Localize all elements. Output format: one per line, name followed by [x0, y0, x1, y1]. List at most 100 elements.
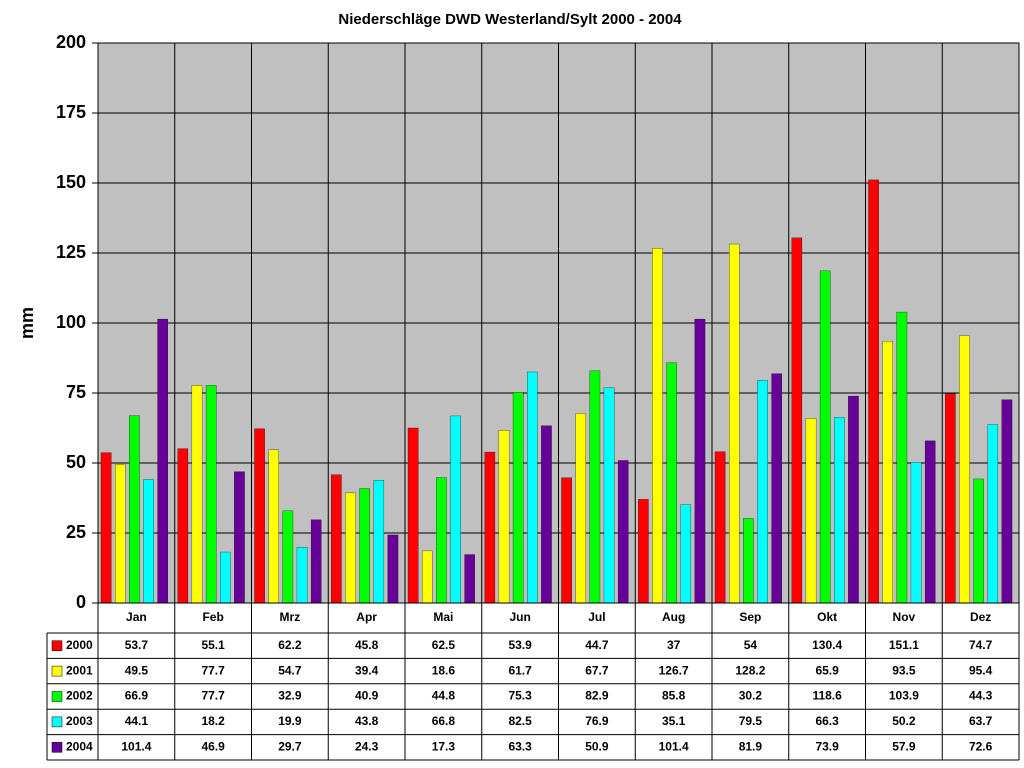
table-value: 55.1 — [201, 638, 225, 652]
table-value: 101.4 — [659, 739, 689, 753]
legend-swatch — [51, 742, 63, 753]
bar — [638, 499, 649, 604]
bar — [714, 451, 726, 604]
y-tick-label: 200 — [56, 32, 86, 52]
table-value: 54.7 — [278, 663, 302, 677]
table-value: 35.1 — [662, 714, 686, 728]
bar — [254, 428, 265, 604]
table-value: 17.3 — [432, 739, 456, 753]
bar — [757, 380, 768, 604]
bar — [589, 370, 601, 604]
bar — [603, 387, 615, 604]
bar — [945, 393, 956, 604]
table-category: Jul — [588, 610, 605, 624]
table-value: 130.4 — [812, 638, 842, 652]
bar — [129, 415, 140, 604]
table-value: 151.1 — [889, 638, 919, 652]
bar — [1001, 399, 1013, 604]
table-value: 66.3 — [815, 714, 839, 728]
bar — [407, 427, 419, 604]
table-value: 50.9 — [585, 739, 609, 753]
bar — [296, 547, 308, 604]
bar — [205, 385, 217, 604]
table-value: 76.9 — [585, 714, 609, 728]
bar — [694, 318, 706, 604]
table-value: 50.2 — [892, 714, 916, 728]
table-value: 18.6 — [432, 663, 456, 677]
y-tick-label: 125 — [56, 242, 86, 262]
bar — [819, 270, 831, 604]
table-value: 46.9 — [201, 739, 225, 753]
table-value: 49.5 — [125, 663, 149, 677]
legend-label: 2002 — [66, 689, 93, 703]
table-value: 53.9 — [508, 638, 532, 652]
legend-swatch — [51, 716, 63, 728]
table-value: 63.7 — [969, 714, 993, 728]
plot-border — [97, 42, 1020, 604]
table-value: 19.9 — [278, 714, 302, 728]
table-category: Dez — [970, 610, 991, 624]
table-value: 44.3 — [969, 689, 993, 703]
bar — [848, 395, 859, 604]
bar — [834, 417, 845, 604]
bar — [234, 471, 245, 604]
table-value: 32.9 — [278, 689, 302, 703]
table-value: 62.2 — [278, 638, 302, 652]
table-value: 44.8 — [432, 689, 456, 703]
table-value: 128.2 — [735, 663, 765, 677]
table-value: 30.2 — [739, 689, 763, 703]
legend-label: 2004 — [66, 739, 93, 753]
table-value: 74.7 — [969, 638, 993, 652]
table-value: 37 — [667, 638, 681, 652]
bar — [310, 519, 322, 604]
table-value: 43.8 — [355, 714, 379, 728]
bar — [512, 392, 524, 604]
bar — [143, 479, 154, 604]
legend-swatch — [51, 640, 63, 651]
bar — [527, 371, 538, 604]
table-value: 39.4 — [355, 663, 379, 677]
table-value: 101.4 — [121, 739, 151, 753]
y-tick-label: 150 — [56, 172, 86, 192]
table-value: 118.6 — [812, 689, 842, 703]
table-value: 85.8 — [662, 689, 686, 703]
bar — [771, 373, 782, 604]
legend-label: 2003 — [66, 714, 93, 728]
bar — [959, 335, 970, 604]
bar — [896, 311, 908, 604]
bar — [561, 477, 572, 604]
table-category: Aug — [662, 610, 685, 624]
table-category: Apr — [356, 610, 377, 624]
bar — [177, 448, 189, 604]
table-value: 44.7 — [585, 638, 609, 652]
bar — [868, 179, 879, 604]
y-tick-label: 50 — [66, 452, 86, 472]
table-value: 54 — [744, 638, 758, 652]
table-value: 82.9 — [585, 689, 609, 703]
table-value: 126.7 — [659, 663, 689, 677]
table-value: 77.7 — [201, 689, 225, 703]
table-value: 18.2 — [201, 714, 225, 728]
y-tick-label: 175 — [56, 102, 86, 122]
bar — [373, 480, 385, 604]
table-category: Feb — [202, 610, 223, 624]
table-value: 40.9 — [355, 689, 379, 703]
table-value: 53.7 — [125, 638, 149, 652]
table-value: 29.7 — [278, 739, 302, 753]
bar — [743, 518, 754, 604]
bar — [924, 440, 936, 604]
table-value: 67.7 — [585, 663, 609, 677]
bar — [910, 462, 922, 604]
y-tick-label: 25 — [66, 522, 86, 542]
table-category: Nov — [893, 610, 916, 624]
bar — [791, 237, 803, 604]
bar — [191, 385, 203, 604]
legend-swatch — [51, 691, 63, 702]
bar — [436, 477, 447, 604]
table-value: 77.7 — [201, 663, 225, 677]
y-axis-label: mm — [17, 307, 37, 339]
bar — [680, 504, 692, 604]
bar — [541, 425, 552, 604]
table-category: Mai — [433, 610, 453, 624]
